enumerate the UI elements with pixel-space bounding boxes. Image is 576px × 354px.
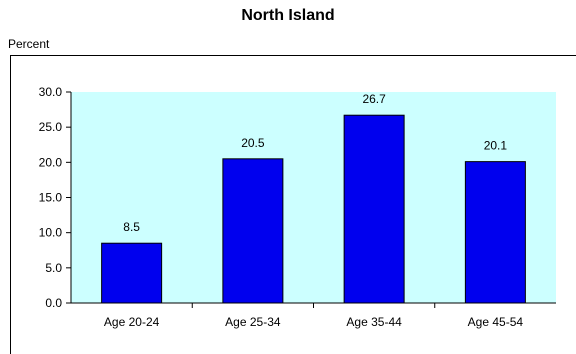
bar-value-label: 20.1 [484,139,508,153]
bar [464,161,526,304]
y-axis-label: Percent [8,37,50,51]
bar-value-label: 20.5 [241,136,265,150]
x-tick-label: Age 35-44 [346,315,402,329]
y-tick-label: 20.0 [39,155,63,169]
y-tick-label: 25.0 [39,120,63,134]
bar-value-label: 26.7 [362,92,386,106]
bar [222,158,284,304]
y-tick-label: 30.0 [39,85,63,99]
y-tick-label: 15.0 [39,191,63,205]
x-tick-label: Age 25-34 [225,315,281,329]
bar-value-label: 8.5 [123,220,140,234]
chart-frame [10,55,576,354]
x-tick-label: Age 45-54 [468,315,524,329]
bar [101,242,163,304]
x-tick-label: Age 20-24 [104,315,160,329]
y-tick-label: 0.0 [45,296,62,310]
y-tick-label: 5.0 [45,261,62,275]
y-tick-label: 10.0 [39,226,63,240]
bar [343,114,405,304]
chart-title: North Island [241,7,335,24]
